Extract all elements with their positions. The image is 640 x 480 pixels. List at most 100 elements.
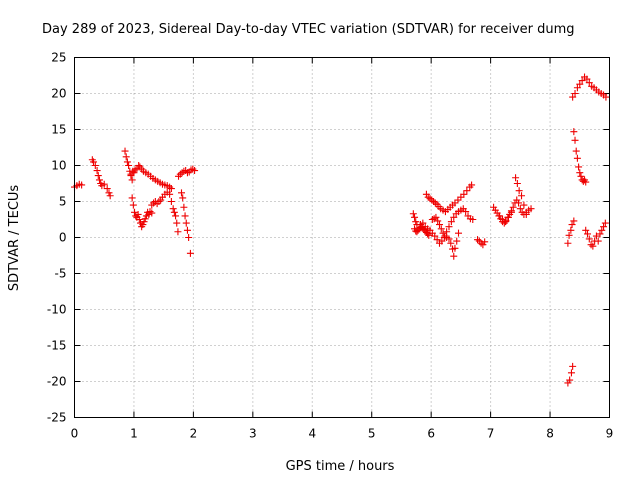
data-point — [589, 242, 597, 250]
data-point — [431, 199, 439, 207]
data-point — [578, 77, 586, 85]
data-point — [425, 231, 433, 239]
data-point — [179, 194, 187, 202]
data-point — [170, 208, 178, 216]
data-point — [569, 362, 577, 370]
data-point — [576, 169, 584, 177]
data-point — [575, 163, 583, 171]
y-tick-label: -10 — [47, 303, 67, 317]
data-point — [95, 176, 103, 184]
data-point — [527, 205, 535, 213]
data-point — [451, 244, 459, 252]
data-point — [134, 210, 142, 218]
data-point — [565, 231, 573, 239]
data-point — [564, 239, 572, 247]
data-point — [431, 232, 439, 240]
x-tick-label: 5 — [368, 427, 376, 441]
data-point — [513, 180, 521, 187]
data-point — [577, 172, 585, 180]
y-tick-label: -15 — [47, 339, 67, 353]
x-tick-label: 4 — [308, 427, 316, 441]
data-point — [516, 205, 524, 213]
data-point — [445, 235, 453, 243]
data-point — [183, 226, 191, 234]
data-point — [518, 192, 526, 200]
x-tick-label: 0 — [71, 427, 79, 441]
data-point — [181, 212, 189, 220]
y-tick-label: 20 — [51, 87, 66, 101]
data-point — [128, 176, 136, 184]
data-point — [583, 75, 591, 83]
data-point — [463, 187, 471, 195]
data-point — [100, 180, 108, 188]
data-point — [596, 230, 604, 238]
data-point — [433, 236, 441, 244]
data-point — [441, 232, 449, 240]
x-tick-label: 3 — [249, 427, 257, 441]
data-point — [515, 187, 523, 195]
data-point — [173, 219, 181, 227]
data-point — [90, 158, 98, 166]
data-point — [520, 201, 528, 209]
data-point — [571, 136, 579, 144]
x-tick-label: 6 — [427, 427, 435, 441]
data-point — [94, 172, 102, 180]
x-axis-label: GPS time / hours — [286, 459, 395, 474]
data-point — [573, 154, 581, 162]
data-point — [191, 167, 199, 175]
data-point — [512, 174, 520, 182]
y-tick-label: -20 — [47, 375, 67, 389]
data-point — [582, 226, 590, 234]
data-point — [509, 203, 517, 211]
data-point — [167, 198, 175, 205]
data-point — [568, 221, 576, 229]
data-point — [106, 192, 114, 200]
data-point — [453, 237, 461, 245]
data-point — [585, 79, 593, 87]
data-point — [447, 239, 455, 247]
data-point — [598, 226, 606, 234]
data-point — [522, 210, 530, 218]
data-point — [576, 80, 584, 88]
x-tick-label: 2 — [190, 427, 198, 441]
data-point — [601, 219, 609, 227]
data-point — [122, 153, 130, 161]
data-point — [468, 181, 476, 189]
data-point — [594, 237, 602, 245]
y-tick-label: -25 — [47, 411, 67, 425]
y-axis-label: SDTVAR / TECUs — [7, 185, 22, 292]
data-point — [450, 252, 458, 260]
x-tick-label: 8 — [546, 427, 554, 441]
data-point — [185, 234, 193, 241]
data-point — [135, 216, 143, 223]
data-point — [186, 249, 194, 257]
y-tick-label: 10 — [51, 159, 66, 173]
y-tick-label: 0 — [59, 231, 67, 245]
data-point — [460, 190, 468, 198]
data-point — [180, 167, 188, 175]
x-tick-label: 7 — [487, 427, 495, 441]
data-point — [573, 84, 581, 92]
data-point — [182, 219, 190, 227]
data-point — [438, 237, 446, 245]
data-point — [428, 216, 436, 223]
data-point — [128, 194, 136, 202]
y-tick-label: 25 — [51, 51, 66, 65]
data-point — [582, 178, 590, 186]
data-point — [602, 93, 610, 101]
data-point — [426, 195, 434, 203]
data-point — [469, 216, 477, 223]
data-point — [166, 190, 174, 198]
data-point — [135, 162, 143, 169]
data-point — [78, 181, 86, 189]
data-point — [585, 235, 593, 243]
data-point — [432, 213, 440, 221]
data-point — [570, 128, 578, 136]
x-tick-label: 9 — [606, 427, 614, 441]
data-point — [411, 213, 419, 221]
data-point — [496, 212, 504, 220]
data-point — [507, 208, 515, 216]
data-point — [450, 213, 458, 221]
data-points-layer — [71, 73, 610, 387]
